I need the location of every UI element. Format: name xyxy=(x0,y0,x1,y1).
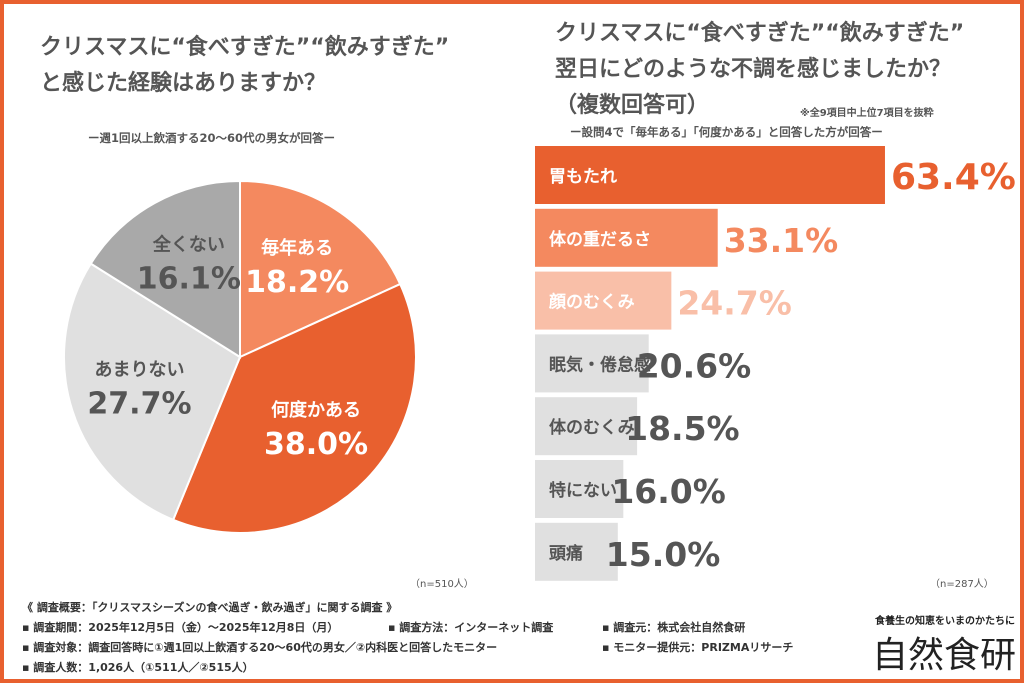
footer-source: ▪ 調査元：株式会社自然食研 xyxy=(602,621,746,634)
pie-value-label: 38.0% xyxy=(264,427,368,462)
right-title-line3: （複数回答可） xyxy=(555,93,710,118)
right-title-line1: クリスマスに“食べすぎた”“飲みすぎた” xyxy=(555,21,965,46)
pie-value-label: 18.2% xyxy=(245,265,349,300)
pie-slice-1 xyxy=(171,282,417,534)
footer-period: ▪ 調査期間：2025年12月5日（金）〜2025年12月8日（月） xyxy=(22,621,339,634)
pie-category-label: 何度かある xyxy=(271,399,361,421)
pie-chart: 毎年ある 18.2% 何度かある 38.0% あまりない 27.7% 全くない 16.1% xyxy=(63,179,417,534)
logo-tagline: 食養生の知恵をいまのかたちに xyxy=(875,616,1015,627)
left-title-line2: と感じた経験はありますか？ xyxy=(40,71,327,96)
bar-value-label: 16.0% xyxy=(611,472,726,511)
left-title-line1: クリスマスに“食べすぎた”“飲みすぎた” xyxy=(40,35,450,60)
bar-category-label: 特にない xyxy=(549,480,617,501)
footer-method: ▪ 調査方法：インターネット調査 xyxy=(388,621,554,634)
bar-value-label: 33.1% xyxy=(724,221,839,260)
bar-chart: 胃もたれ 63.4% 体の重だるさ 33.1% 顔のむくみ 24.7% 眠気・倦怠感20.6… xyxy=(535,146,1016,581)
bar-category-label: 顔のむくみ xyxy=(548,292,635,313)
bar-value-label: 20.6% xyxy=(637,346,752,385)
bar-category-label: 体のむくみ xyxy=(549,417,635,438)
pie-value-label: 16.1% xyxy=(137,262,241,297)
right-note: ※全9項目中上位7項目を抜粋 xyxy=(800,108,934,119)
bar-5 xyxy=(535,460,624,518)
bar-4 xyxy=(535,397,638,456)
footer-provider: ▪ モニター提供元：PRIZMAリサーチ xyxy=(602,641,794,654)
pie-value-label: 27.7% xyxy=(87,386,191,421)
pie-category-label: あまりない xyxy=(94,359,184,380)
bar-value-label: 63.4% xyxy=(891,157,1016,198)
footer-target: ▪ 調査対象：調査回答時に①週1回以上飲酒する20〜60代の男女／②内科医と回答… xyxy=(22,641,498,654)
bar-1 xyxy=(535,208,718,267)
pie-category-label: 毎年ある xyxy=(261,237,333,259)
bar-value-label: 18.5% xyxy=(625,409,740,448)
pie-slice-2 xyxy=(63,262,242,522)
bar-value-label: 15.0% xyxy=(606,535,721,574)
footer-overview: 《 調査概要：「クリスマスシーズンの食べ過ぎ・飲み過ぎ」に関する調査 》 xyxy=(22,601,398,614)
bar-value-label: 24.7% xyxy=(677,284,792,323)
footer-count: ▪ 調査人数：1,026人（①511人／②515人） xyxy=(22,661,254,674)
bar-category-label: 頭痛 xyxy=(549,543,583,564)
bar-category-label: 体の重だるさ xyxy=(549,229,651,250)
right-subtitle: ー設問4で「毎年ある」「何度かある」と回答した方が回答ー xyxy=(570,125,883,139)
logo-name: 自然食研 xyxy=(872,635,1017,676)
pie-slice-3 xyxy=(89,179,241,359)
left-subtitle: ー週1回以上飲酒する20〜60代の男女が回答ー xyxy=(88,131,336,145)
bar-2 xyxy=(535,271,672,330)
right-n-label: （n=287人） xyxy=(930,579,994,590)
bar-category-label: 胃もたれ xyxy=(549,167,617,187)
bar-0 xyxy=(535,146,885,204)
bar-6 xyxy=(535,522,618,581)
right-title-line2: 翌日にどのような不調を感じましたか？ xyxy=(555,57,952,82)
bar-category-label: 眠気・倦怠感 xyxy=(549,354,651,375)
pie-slice-0 xyxy=(239,179,402,359)
pie-category-label: 全くない xyxy=(152,234,225,256)
bar-3 xyxy=(535,334,649,393)
left-n-label: （n=510人） xyxy=(410,579,474,590)
